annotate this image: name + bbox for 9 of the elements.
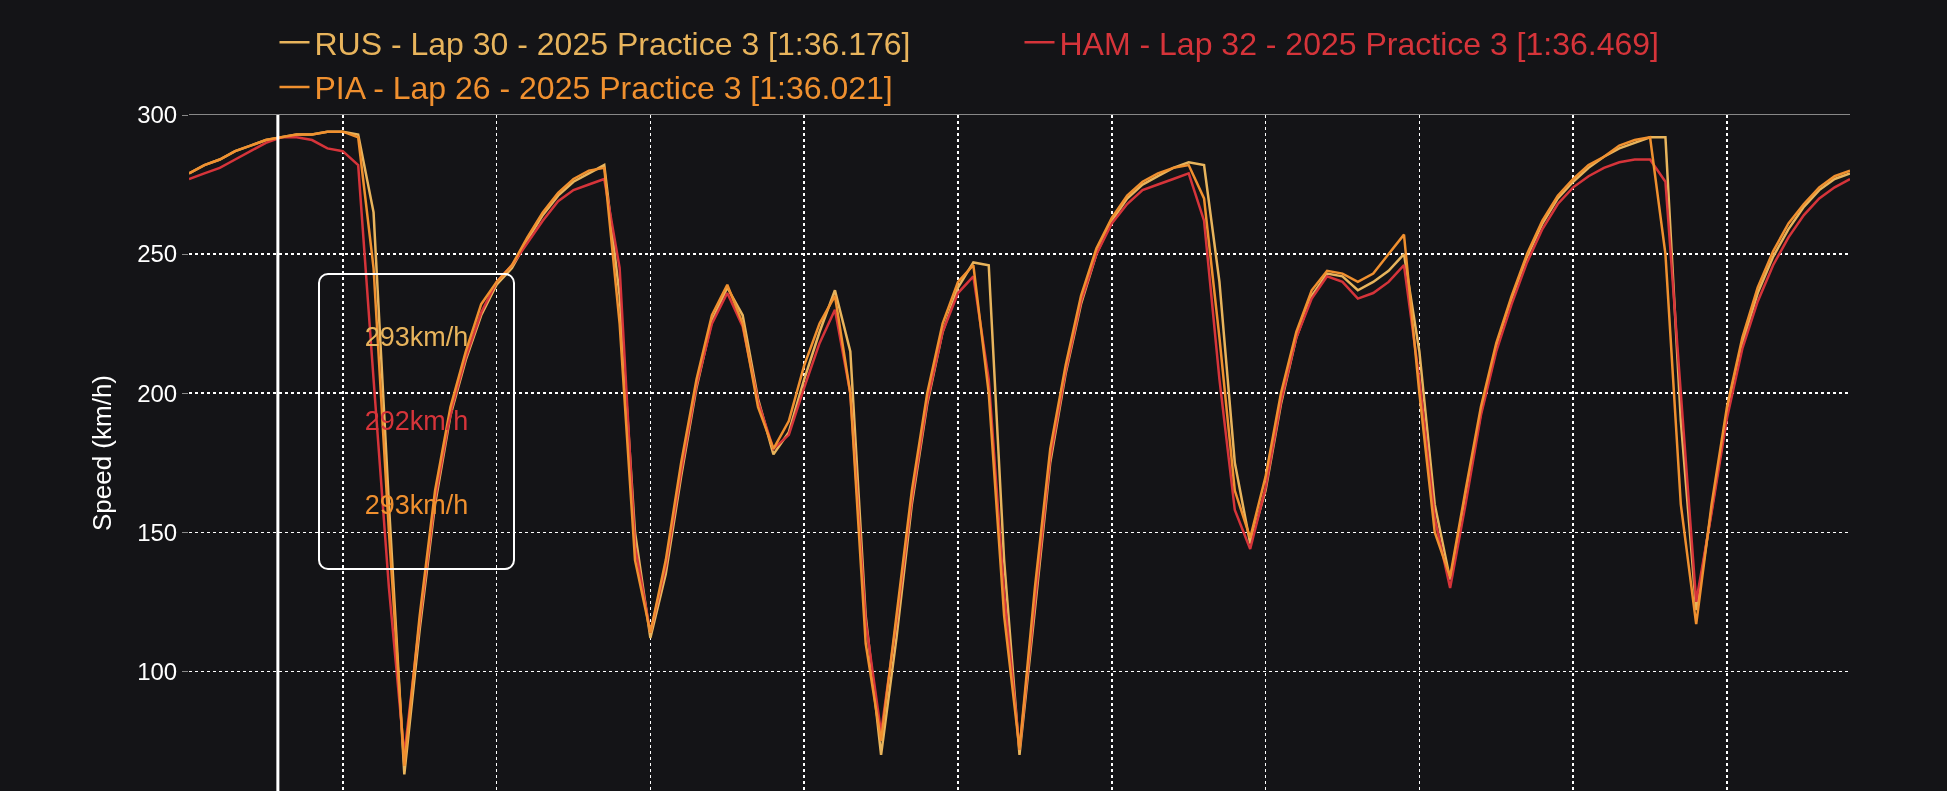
y-tick-label: 250 [137, 240, 178, 268]
legend-label: RUS - Lap 30 - 2025 Practice 3 [1:36.176] [314, 25, 911, 62]
y-axis-title: Speed (km/h) [86, 374, 117, 532]
y-tick-label: 100 [137, 657, 178, 685]
y-tick-label: 300 [137, 101, 178, 129]
y-tick-label: 200 [137, 379, 178, 407]
legend-label: HAM - Lap 32 - 2025 Practice 3 [1:36.469] [1059, 25, 1659, 62]
legend-label: PIA - Lap 26 - 2025 Practice 3 [1:36.021] [314, 70, 893, 107]
y-tick-label: 150 [137, 518, 178, 546]
